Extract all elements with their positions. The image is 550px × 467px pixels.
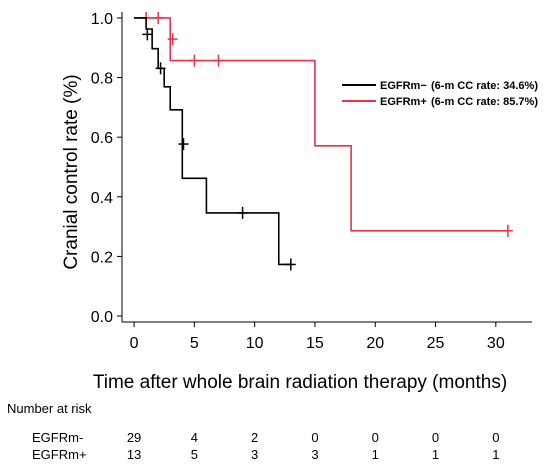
risk-cell: 1 [492, 447, 499, 462]
x-tick-label: 5 [190, 335, 199, 352]
y-tick-label: 0.2 [91, 249, 113, 266]
axes: 0.0 0.2 0.4 0.6 0.8 1.0 0 5 10 15 20 25 30 [91, 11, 532, 352]
risk-cell: 4 [191, 430, 198, 445]
risk-cell: 3 [311, 447, 318, 462]
risk-cell: 0 [372, 430, 379, 445]
risk-cell: 29 [127, 430, 141, 445]
x-tick-label: 15 [306, 335, 324, 352]
x-tick-label: 20 [366, 335, 384, 352]
y-axis-title: Cranial control rate (%) [61, 74, 82, 269]
legend-note-0: (6-m CC rate: 34.6%) [431, 80, 538, 92]
risk-cell: 5 [191, 447, 198, 462]
legend: EGFRm− (6-m CC rate: 34.6%) EGFRm+ (6-m CC … [342, 80, 538, 108]
x-tick-label: 10 [246, 335, 264, 352]
risk-cell: 0 [311, 430, 318, 445]
risk-cell: 2 [251, 430, 258, 445]
x-tick-label: 25 [427, 335, 445, 352]
series-line-1 [134, 17, 508, 232]
y-tick-label: 0.6 [91, 130, 113, 147]
risk-table: Number at risk EGFRm- 29 4 2 0 0 0 0 EGFRm+ 13 5 3 3… [7, 401, 499, 462]
y-tick-label: 0.8 [91, 71, 113, 88]
risk-cell: 3 [251, 447, 258, 462]
y-tick-label: 1.0 [91, 11, 113, 28]
risk-row-label: EGFRm- [32, 430, 83, 445]
y-tick-label: 0.4 [91, 190, 113, 207]
legend-label-1: EGFRm+ [380, 96, 427, 108]
risk-cell: 0 [432, 430, 439, 445]
risk-row-label: EGFRm+ [32, 447, 87, 462]
x-axis-title: Time after whole brain radiation therapy… [93, 372, 507, 393]
x-tick-label: 0 [130, 335, 139, 352]
series-line-0 [134, 17, 291, 266]
risk-cell: 0 [492, 430, 499, 445]
x-tick-label: 30 [487, 335, 505, 352]
risk-cell: 13 [127, 447, 141, 462]
y-tick-label: 0.0 [91, 309, 113, 326]
risk-table-title: Number at risk [7, 401, 92, 416]
legend-label-0: EGFRm− [380, 80, 427, 92]
risk-cell: 1 [372, 447, 379, 462]
risk-cell: 1 [432, 447, 439, 462]
series-layer [134, 11, 513, 271]
legend-note-1: (6-m CC rate: 85.7%) [431, 96, 538, 108]
